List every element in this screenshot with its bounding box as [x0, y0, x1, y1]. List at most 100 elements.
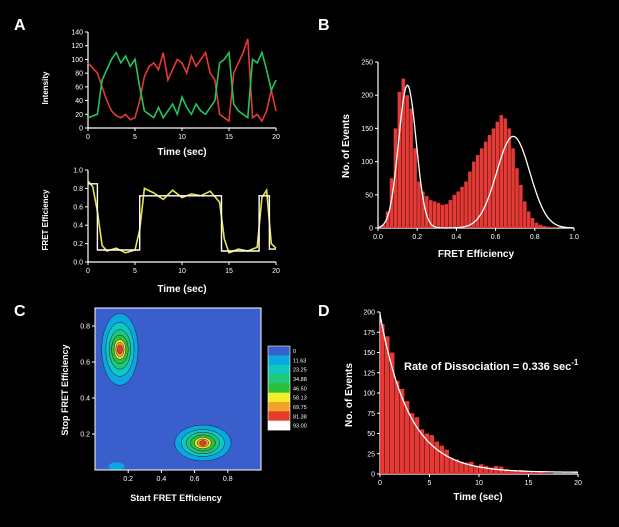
- histogram-bar: [468, 171, 472, 228]
- y-tick-label: 120: [71, 43, 83, 50]
- histogram-bar: [460, 186, 464, 228]
- x-tick-label: 0.4: [452, 234, 462, 241]
- panel-label-a: A: [14, 17, 26, 34]
- x-tick-label: 0.6: [190, 476, 200, 483]
- histogram-bar: [444, 204, 449, 228]
- histogram-bar: [487, 135, 492, 228]
- histogram-bar: [394, 380, 400, 474]
- histogram-bar: [474, 465, 479, 474]
- contour-level-7: [199, 440, 207, 446]
- y-axis-label: FRET Efficiency: [41, 189, 50, 250]
- histogram-bar: [523, 471, 529, 474]
- y-tick-label: 50: [365, 192, 373, 199]
- colorbar-swatch: [268, 411, 290, 421]
- histogram-bar: [424, 433, 430, 474]
- y-tick-label: 0.8: [80, 324, 90, 331]
- y-axis-label: No. of Events: [341, 114, 352, 178]
- histogram-bar: [519, 184, 523, 228]
- histogram-bar: [533, 472, 538, 474]
- histogram-bar: [491, 128, 496, 228]
- y-tick-label: 0.8: [73, 186, 83, 193]
- rate-annotation-exponent: -1: [571, 358, 579, 367]
- exponential-fit-curve: [379, 314, 578, 473]
- histogram-bar: [389, 352, 395, 474]
- histogram-bar: [439, 445, 444, 474]
- histogram-bar: [464, 181, 468, 228]
- colorbar-swatch: [268, 355, 290, 365]
- histogram-bar: [428, 200, 433, 228]
- histogram-bar: [397, 91, 402, 228]
- x-tick-label: 5: [133, 134, 137, 141]
- x-tick-label: 0: [86, 268, 90, 275]
- histogram-bar: [456, 191, 460, 228]
- histogram-bar: [448, 200, 453, 228]
- y-tick-label: 0.6: [73, 204, 83, 211]
- x-tick-label: 0.8: [223, 476, 233, 483]
- histogram-bar: [507, 128, 511, 228]
- y-tick-label: 0: [369, 226, 373, 233]
- y-tick-label: 0: [79, 126, 83, 133]
- colorbar: 0 11.63 23.25 34.88 46.50 58.13 69.75 81.38 93.0…: [267, 345, 307, 431]
- histogram-bar: [399, 388, 405, 474]
- donor-trace-line: [87, 50, 277, 120]
- x-axis-label: FRET Efficiency: [438, 249, 515, 260]
- histogram-bar: [417, 181, 421, 228]
- y-tick-label: 125: [363, 370, 375, 377]
- x-tick-label: 0.2: [412, 234, 422, 241]
- histogram-bar: [523, 201, 527, 228]
- histogram-bar: [464, 462, 469, 474]
- x-axis-label: Start FRET Efficiency: [130, 493, 222, 503]
- x-tick-label: 0.8: [530, 234, 540, 241]
- histogram-bar: [503, 118, 507, 228]
- histogram-bar: [479, 148, 484, 228]
- x-tick-label: 0.4: [157, 476, 167, 483]
- y-tick-label: 75: [367, 411, 375, 418]
- histogram-bar: [436, 202, 441, 228]
- y-tick-label: 1.0: [73, 168, 83, 175]
- histogram-bar: [432, 201, 437, 228]
- intensity-plot-area: 0 5 10 15 20 0 20 40 60 80 100 120 140: [71, 30, 280, 142]
- colorbar-label: 11.63: [293, 358, 306, 364]
- histogram-bar: [488, 467, 494, 474]
- histogram-bar: [538, 472, 543, 474]
- y-tick-label: 40: [75, 98, 83, 105]
- histogram-bar: [546, 226, 551, 228]
- histogram-bar: [419, 429, 425, 474]
- histogram-bar: [404, 401, 410, 474]
- colorbar-swatch: [268, 420, 290, 431]
- histogram-bar: [380, 324, 385, 474]
- y-tick-label: 150: [361, 126, 373, 133]
- x-tick-label: 0.2: [123, 476, 133, 483]
- histogram-bar: [534, 222, 539, 228]
- colorbar-frame: [267, 345, 291, 431]
- histogram-bar: [414, 417, 420, 474]
- colorbar-swatch: [268, 364, 290, 375]
- histogram-bar: [511, 148, 515, 228]
- acceptor-trace-line: [87, 38, 277, 123]
- histogram-bar: [385, 211, 390, 228]
- y-tick-label: 250: [361, 60, 373, 67]
- x-axis-label: Time (sec): [453, 492, 502, 503]
- y-tick-label: 50: [367, 431, 375, 438]
- colorbar-label: 0: [293, 349, 296, 355]
- panel-a-fret-chart: 0 5 10 15 20 0.0 0.2 0.4 0.6 0.8 1.0 Time (sec) FR…: [41, 168, 280, 296]
- x-tick-label: 10: [178, 134, 186, 141]
- fret-state-fit-line: [88, 183, 276, 252]
- x-tick-label: 0: [86, 134, 90, 141]
- contour-level-7: [117, 344, 123, 355]
- colorbar-label: 34.88: [293, 377, 307, 383]
- histogram-bar: [476, 154, 480, 228]
- y-tick-label: 200: [363, 310, 375, 317]
- x-tick-label: 20: [574, 480, 582, 487]
- fret-histogram-plot-area: 0.0 0.2 0.4 0.6 0.8 1.0 0 50 100 150 200 250: [361, 60, 579, 242]
- histogram-bar: [542, 226, 547, 228]
- y-tick-label: 0.4: [73, 223, 83, 230]
- histogram-bar: [513, 470, 519, 474]
- x-tick-label: 15: [225, 268, 233, 275]
- rate-annotation: Rate of Dissociation = 0.336 sec-1: [404, 358, 579, 373]
- histogram-bar: [444, 449, 449, 474]
- x-tick-label: 15: [225, 134, 233, 141]
- colorbar-swatch: [268, 383, 290, 393]
- histogram-bar: [413, 148, 417, 228]
